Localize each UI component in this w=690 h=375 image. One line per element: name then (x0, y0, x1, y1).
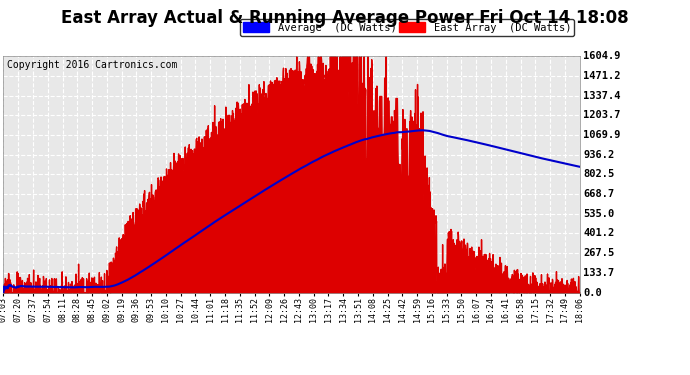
Text: 1069.9: 1069.9 (583, 130, 620, 140)
Text: 1471.2: 1471.2 (583, 71, 620, 81)
Text: 668.7: 668.7 (583, 189, 614, 199)
Text: 535.0: 535.0 (583, 209, 614, 219)
Text: 802.5: 802.5 (583, 170, 614, 179)
Text: East Array Actual & Running Average Power Fri Oct 14 18:08: East Array Actual & Running Average Powe… (61, 9, 629, 27)
Text: 401.2: 401.2 (583, 228, 614, 238)
Text: 267.5: 267.5 (583, 248, 614, 258)
Text: 1604.9: 1604.9 (583, 51, 620, 61)
Text: 1337.4: 1337.4 (583, 91, 620, 101)
Legend: Average  (DC Watts), East Array  (DC Watts): Average (DC Watts), East Array (DC Watts… (240, 19, 574, 36)
Text: 936.2: 936.2 (583, 150, 614, 160)
Text: Copyright 2016 Cartronics.com: Copyright 2016 Cartronics.com (7, 60, 177, 70)
Text: 1203.7: 1203.7 (583, 110, 620, 120)
Text: 0.0: 0.0 (583, 288, 602, 297)
Text: 133.7: 133.7 (583, 268, 614, 278)
